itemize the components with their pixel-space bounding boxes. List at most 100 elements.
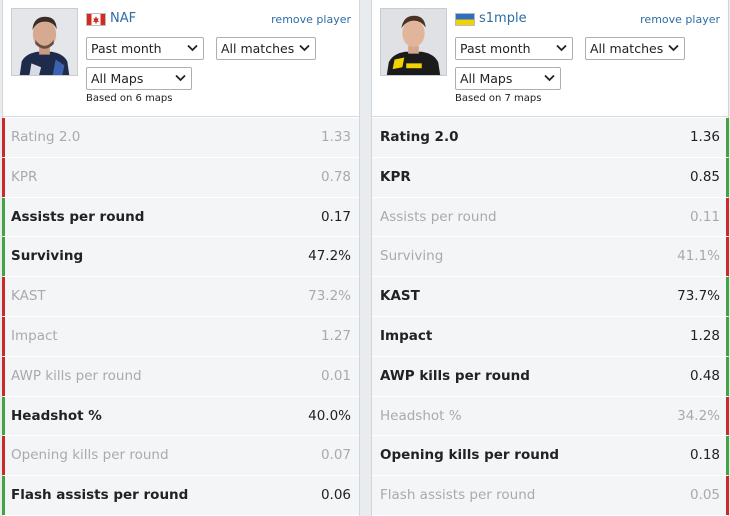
stat-value: 0.01 <box>320 367 351 384</box>
stat-label: Impact <box>380 327 433 344</box>
stat-label: Headshot % <box>380 407 462 424</box>
stat-label: Opening kills per round <box>380 447 560 464</box>
comparison-indicator-bar <box>726 436 729 476</box>
stat-row: Surviving 47.2% <box>2 237 359 278</box>
stat-row: KAST 73.7% <box>372 277 729 317</box>
stat-value: 0.17 <box>320 208 351 225</box>
stat-row: Headshot % 34.2% <box>372 396 729 437</box>
stat-value: 0.06 <box>320 487 351 504</box>
comparison-indicator-bar <box>726 476 729 515</box>
player-panel-left: NAF remove player Past month All matches… <box>2 0 360 516</box>
stat-value: 1.36 <box>689 129 720 145</box>
stat-label: AWP kills per round <box>11 367 142 384</box>
comparison-indicator-bar <box>2 277 5 316</box>
stat-row: Surviving 41.1% <box>372 237 729 278</box>
stat-value: 1.28 <box>689 327 720 344</box>
period-select[interactable]: Past month <box>86 37 204 60</box>
player-name-link[interactable]: NAF <box>110 11 137 26</box>
stat-row: Flash assists per round 0.06 <box>2 476 359 516</box>
stat-row: Impact 1.28 <box>372 316 729 357</box>
stat-value: 41.1% <box>677 248 720 265</box>
stat-value: 0.85 <box>689 168 720 185</box>
stat-row: Rating 2.0 1.36 <box>372 118 729 158</box>
stat-label: Assists per round <box>380 208 497 225</box>
comparison-indicator-bar <box>2 476 5 515</box>
based-on-maps-text: Based on 6 maps <box>86 93 173 104</box>
period-select[interactable]: Past month <box>455 37 573 60</box>
matches-select[interactable]: All matches <box>216 37 316 60</box>
stat-row: Opening kills per round 0.07 <box>2 436 359 477</box>
stat-label: AWP kills per round <box>380 367 530 384</box>
stat-value: 0.07 <box>320 447 351 464</box>
stat-row: AWP kills per round 0.01 <box>2 356 359 397</box>
stat-value: 34.2% <box>677 407 720 424</box>
chevron-down-icon <box>556 44 567 52</box>
stat-row: Rating 2.0 1.33 <box>2 118 359 158</box>
comparison-indicator-bar <box>726 157 729 197</box>
chevron-down-icon <box>299 44 310 52</box>
comparison-indicator-bar <box>726 197 729 237</box>
stat-row: KAST 73.2% <box>2 277 359 317</box>
stat-label: Rating 2.0 <box>11 129 81 145</box>
comparison-indicator-bar <box>2 237 5 277</box>
stat-row: Flash assists per round 0.05 <box>372 476 729 516</box>
comparison-indicator-bar <box>726 316 729 356</box>
comparison-indicator-bar <box>2 118 5 157</box>
stat-label: Flash assists per round <box>380 487 536 504</box>
comparison-indicator-bar <box>2 396 5 436</box>
stat-label: Surviving <box>380 248 444 265</box>
stat-value: 40.0% <box>308 407 351 424</box>
stat-value: 0.11 <box>689 208 720 225</box>
stat-row: KPR 0.78 <box>2 157 359 198</box>
maps-select-value: All Maps <box>460 71 513 86</box>
stat-row: Headshot % 40.0% <box>2 396 359 437</box>
maps-select[interactable]: All Maps <box>455 67 561 90</box>
comparison-indicator-bar <box>726 237 729 277</box>
stat-label: KPR <box>11 168 38 185</box>
stat-row: Opening kills per round 0.18 <box>372 436 729 477</box>
stat-label: Headshot % <box>11 407 102 424</box>
player-panel-right: s1mple remove player Past month All matc… <box>371 0 729 516</box>
ukraine-flag-icon <box>455 13 475 26</box>
period-select-value: Past month <box>91 41 162 56</box>
stat-value: 73.2% <box>308 288 351 305</box>
stat-row: AWP kills per round 0.48 <box>372 356 729 397</box>
chevron-down-icon <box>175 74 186 82</box>
stat-value: 73.7% <box>677 288 720 305</box>
maps-select-value: All Maps <box>91 71 144 86</box>
stat-label: Opening kills per round <box>11 447 169 464</box>
stat-row: KPR 0.85 <box>372 157 729 198</box>
maps-select[interactable]: All Maps <box>86 67 192 90</box>
chevron-down-icon <box>668 44 679 52</box>
stats-list: Rating 2.0 1.36 KPR 0.85 Assists per round 0.… <box>372 118 729 516</box>
matches-select[interactable]: All matches <box>585 37 685 60</box>
chevron-down-icon <box>187 44 198 52</box>
player-photo <box>380 8 447 76</box>
stat-row: Impact 1.27 <box>2 316 359 357</box>
stat-label: Flash assists per round <box>11 487 189 504</box>
matches-select-value: All matches <box>590 41 664 56</box>
player-photo <box>11 8 78 76</box>
chevron-down-icon <box>544 74 555 82</box>
stat-value: 47.2% <box>308 248 351 265</box>
remove-player-link[interactable]: remove player <box>271 13 351 26</box>
comparison-indicator-bar <box>726 356 729 396</box>
stat-value: 1.27 <box>320 327 351 344</box>
player-header: s1mple remove player Past month All matc… <box>372 0 728 117</box>
stat-value: 1.33 <box>320 129 351 145</box>
remove-player-link[interactable]: remove player <box>640 13 720 26</box>
stat-row: Assists per round 0.11 <box>372 197 729 238</box>
stat-label: KAST <box>11 288 46 305</box>
period-select-value: Past month <box>460 41 531 56</box>
stat-label: KPR <box>380 168 411 185</box>
comparison-indicator-bar <box>726 277 729 316</box>
stats-list: Rating 2.0 1.33 KPR 0.78 Assists per round 0.… <box>2 118 359 516</box>
comparison-indicator-bar <box>2 157 5 197</box>
stat-row: Assists per round 0.17 <box>2 197 359 238</box>
stat-label: Assists per round <box>11 208 145 225</box>
player-name-link[interactable]: s1mple <box>479 11 527 26</box>
stat-value: 0.18 <box>689 447 720 464</box>
comparison-indicator-bar <box>2 316 5 356</box>
based-on-maps-text: Based on 7 maps <box>455 93 542 104</box>
stat-label: Surviving <box>11 248 84 265</box>
